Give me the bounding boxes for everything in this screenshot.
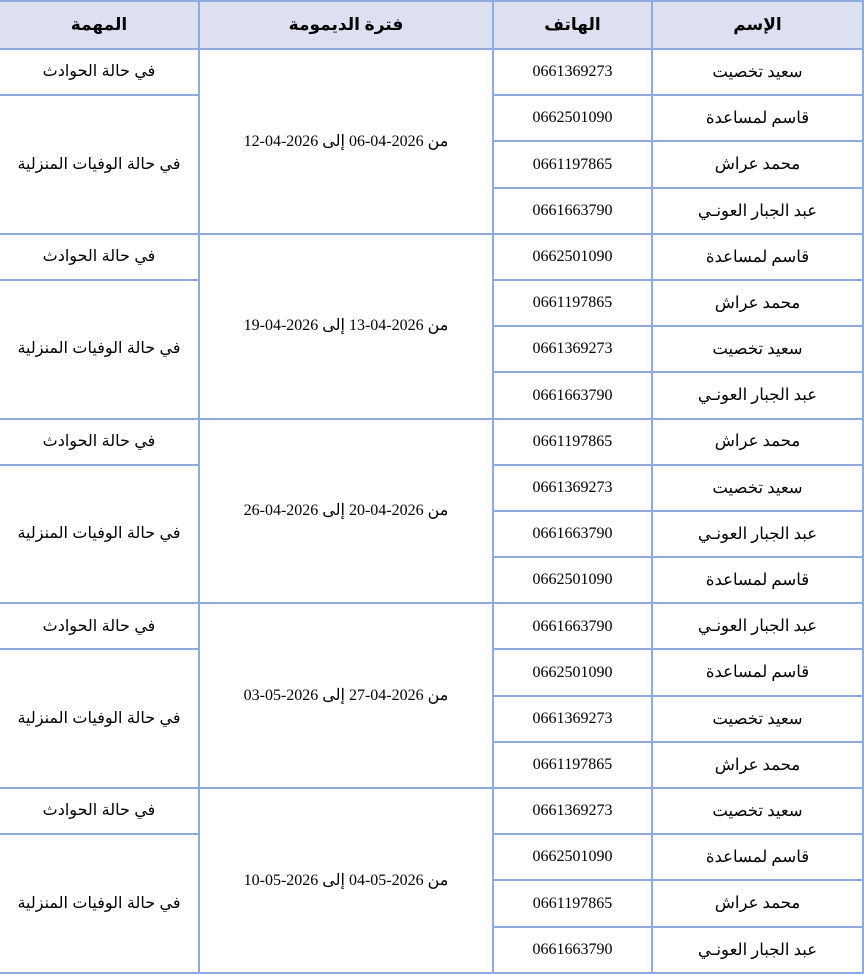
cell-phone: 0661663790	[492, 371, 653, 420]
table-row: محمد عراش 0661197865 من 2026-04-20 إلى 202…	[0, 417, 864, 605]
cell-phone: 0661663790	[492, 602, 653, 651]
table-row: سعيد تخصيت 0661369273	[0, 694, 864, 743]
cell-name: سعيد تخصيت	[651, 325, 864, 374]
cell-name: سعيد تخصيت	[651, 463, 864, 512]
cell-period: من 2026-05-04 إلى 2026-05-10	[198, 787, 494, 974]
cell-name: عبد الجبار العونـي	[651, 186, 864, 235]
column-header-period: فترة الديمومة	[198, 0, 494, 50]
table-row: عبد الجبار العونـي 0661663790	[0, 925, 864, 974]
cell-period: من 2026-04-13 إلى 2026-04-19	[198, 232, 494, 420]
cell-name: سعيد تخصيت	[651, 47, 864, 97]
cell-name: عبد الجبار العونـي	[651, 509, 864, 559]
table-row: محمد عراش 0661197865	[0, 879, 864, 928]
cell-task-home-deaths: في حالة الوفيات المنزلية	[0, 833, 200, 974]
table-row: قاسم لمساعدة 0662501090	[0, 556, 864, 605]
cell-name: محمد عراش	[651, 740, 864, 790]
cell-phone: 0661197865	[492, 278, 653, 328]
cell-task-accidents: في حالة الحوادث	[0, 417, 200, 466]
cell-phone: 0662501090	[492, 556, 653, 605]
table-row: سعيد تخصيت 0661369273 من 2026-05-04 إلى 20…	[0, 786, 864, 974]
cell-phone: 0661369273	[492, 463, 653, 512]
table-row: محمد عراش 0661197865	[0, 140, 864, 189]
cell-name: سعيد تخصيت	[651, 694, 864, 743]
cell-phone: 0661197865	[492, 140, 653, 189]
cell-phone: 0662501090	[492, 648, 653, 697]
column-header-phone: الهاتف	[492, 0, 653, 50]
table-row: محمد عراش 0661197865 في حالة الوفيات المنز…	[0, 278, 864, 420]
table-row: قاسم لمساعدة 0662501090 في حالة الوفيات ال…	[0, 833, 864, 974]
cell-name: قاسم لمساعدة	[651, 94, 864, 143]
table-row: قاسم لمساعدة 0662501090 في حالة الوفيات ال…	[0, 94, 864, 235]
table-row: عبد الجبار العونـي 0661663790	[0, 186, 864, 235]
cell-period: من 2026-04-27 إلى 2026-05-03	[198, 602, 494, 789]
cell-name: قاسم لمساعدة	[651, 556, 864, 605]
cell-phone: 0661197865	[492, 879, 653, 928]
cell-name: محمد عراش	[651, 140, 864, 189]
cell-phone: 0661197865	[492, 417, 653, 466]
cell-task-accidents: في حالة الحوادث	[0, 786, 200, 836]
column-header-name: الإسم	[651, 0, 864, 50]
cell-phone: 0662501090	[492, 94, 653, 143]
cell-phone: 0662501090	[492, 833, 653, 882]
cell-phone: 0661369273	[492, 694, 653, 743]
cell-period: من 2026-04-06 إلى 2026-04-12	[198, 48, 494, 235]
cell-name: محمد عراش	[651, 879, 864, 928]
cell-name: عبد الجبار العونـي	[651, 925, 864, 974]
cell-name: عبد الجبار العونـي	[651, 602, 864, 651]
table-row: سعيد تخصيت 0661369273 من 2026-04-06 إلى 20…	[0, 47, 864, 235]
cell-task-accidents: في حالة الحوادث	[0, 602, 200, 651]
cell-phone: 0661369273	[492, 47, 653, 97]
cell-name: قاسم لمساعدة	[651, 648, 864, 697]
table-row: سعيد تخصيت 0661369273 في حالة الوفيات المن…	[0, 463, 864, 605]
cell-phone: 0661369273	[492, 786, 653, 836]
cell-name: عبد الجبار العونـي	[651, 371, 864, 420]
cell-phone: 0661369273	[492, 325, 653, 374]
header-row: الإسم الهاتف فترة الديمومة المهمة	[0, 0, 864, 50]
cell-period: من 2026-04-20 إلى 2026-04-26	[198, 417, 494, 605]
cell-task-home-deaths: في حالة الوفيات المنزلية	[0, 94, 200, 235]
table-row: قاسم لمساعدة 0662501090 من 2026-04-13 إلى …	[0, 232, 864, 420]
cell-task-home-deaths: في حالة الوفيات المنزلية	[0, 463, 200, 605]
cell-phone: 0661663790	[492, 186, 653, 235]
table-row: سعيد تخصيت 0661369273	[0, 325, 864, 374]
table-row: محمد عراش 0661197865	[0, 740, 864, 790]
cell-name: محمد عراش	[651, 417, 864, 466]
table-row: عبد الجبار العونـي 0661663790	[0, 509, 864, 559]
cell-phone: 0661663790	[492, 925, 653, 974]
cell-task-home-deaths: في حالة الوفيات المنزلية	[0, 278, 200, 420]
table-row: عبد الجبار العونـي 0661663790	[0, 371, 864, 420]
table-body: سعيد تخصيت 0661369273 من 2026-04-06 إلى 20…	[0, 47, 864, 974]
table-row: عبد الجبار العونـي 0661663790 من 2026-04-2…	[0, 602, 864, 789]
cell-phone: 0662501090	[492, 232, 653, 281]
table-row: قاسم لمساعدة 0662501090 في حالة الوفيات ال…	[0, 648, 864, 789]
cell-task-accidents: في حالة الحوادث	[0, 47, 200, 97]
cell-name: قاسم لمساعدة	[651, 232, 864, 281]
cell-task-home-deaths: في حالة الوفيات المنزلية	[0, 648, 200, 789]
cell-name: سعيد تخصيت	[651, 786, 864, 836]
cell-phone: 0661663790	[492, 509, 653, 559]
column-header-task: المهمة	[0, 0, 200, 50]
cell-name: محمد عراش	[651, 278, 864, 328]
cell-phone: 0661197865	[492, 740, 653, 790]
cell-task-accidents: في حالة الحوادث	[0, 232, 200, 281]
cell-name: قاسم لمساعدة	[651, 833, 864, 882]
table-header: الإسم الهاتف فترة الديمومة المهمة	[0, 0, 864, 50]
